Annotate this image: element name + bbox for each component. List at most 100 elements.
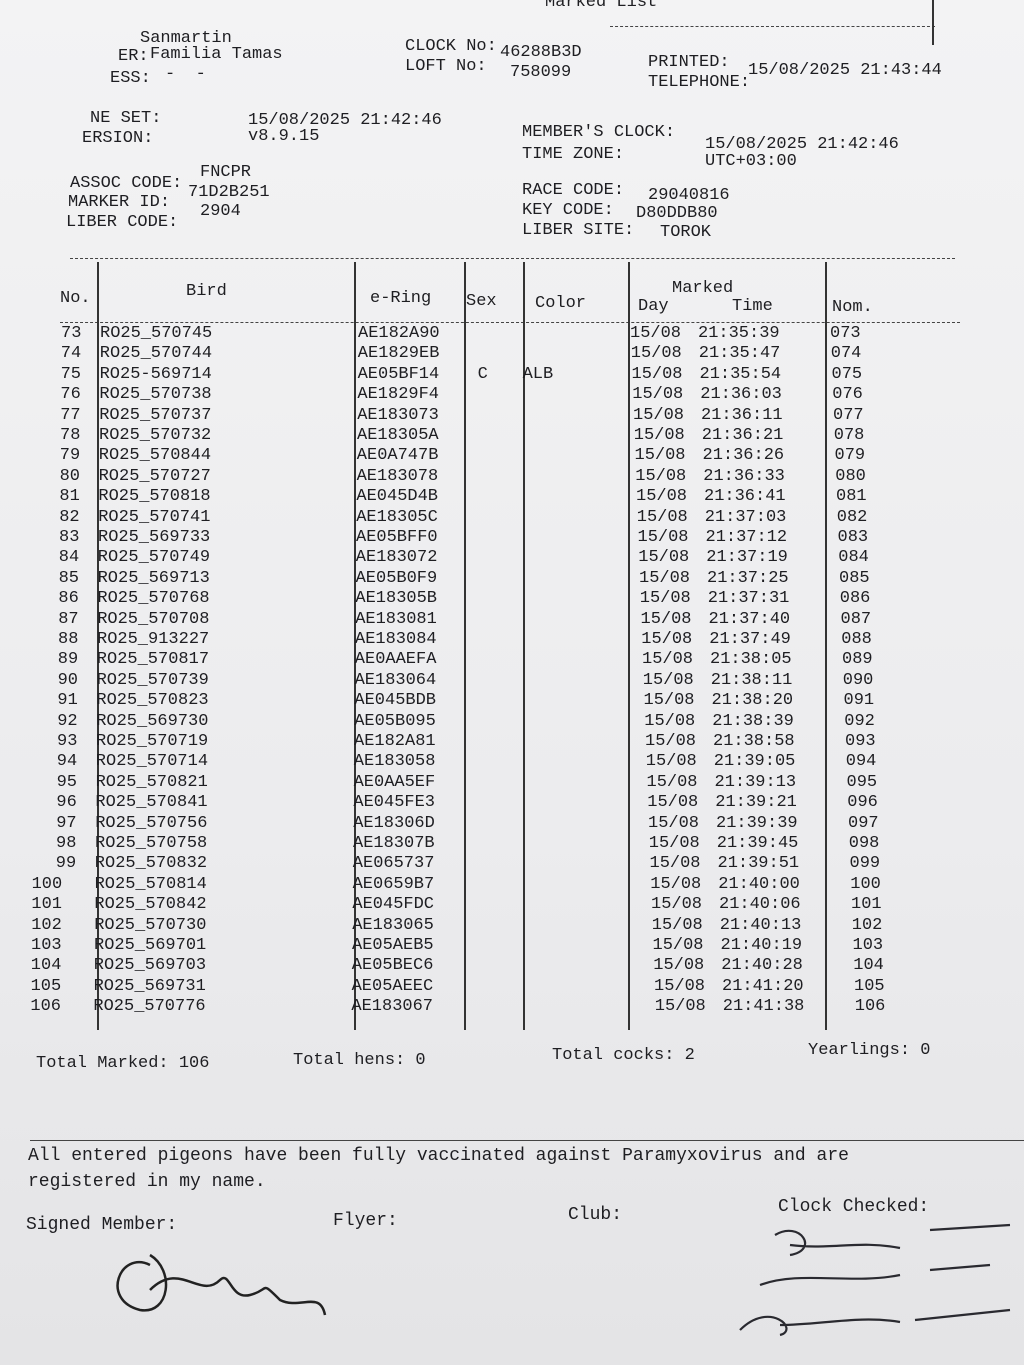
- table-cell: 21:37:19: [706, 548, 788, 568]
- table-cell: RO25_569713: [97, 568, 210, 588]
- field-label: PRINTED:: [648, 53, 730, 72]
- table-cell: 84: [58, 548, 80, 568]
- rule: [610, 26, 935, 27]
- table-cell: AE183065: [352, 915, 434, 935]
- table-cell: AE18305C: [356, 507, 438, 527]
- checker-signatures: [739, 1223, 1011, 1337]
- column-header: No.: [60, 289, 91, 308]
- rule: [932, 0, 934, 45]
- table-cell: 92: [57, 711, 78, 731]
- table-cell: RO25_570841: [95, 793, 208, 813]
- table-cell: 105: [854, 976, 885, 996]
- table-cell: 101: [851, 895, 882, 915]
- table-cell: ALB: [522, 364, 554, 384]
- table-cell: AE045BDB: [354, 691, 437, 711]
- table-cell: 097: [848, 813, 879, 833]
- rule: [70, 258, 955, 259]
- table-cell: RO25_570832: [94, 854, 208, 874]
- signature-label: Flyer:: [333, 1211, 398, 1231]
- table-cell: 21:39:05: [713, 752, 796, 772]
- table-cell: 15/08: [644, 711, 696, 731]
- table-cell: RO25_569731: [93, 976, 206, 996]
- table-cell: 082: [836, 507, 868, 527]
- table-cell: 21:40:28: [721, 956, 803, 976]
- column-rule: [97, 262, 99, 1030]
- table-cell: 15/08: [636, 507, 688, 527]
- table-cell: 21:37:12: [705, 528, 788, 547]
- field-value: 758099: [510, 63, 572, 82]
- table-cell: 15/08: [652, 936, 704, 955]
- table-cell: AE182A90: [358, 324, 440, 343]
- table-cell: AE18305B: [355, 589, 438, 609]
- table-cell: AE045D4B: [356, 487, 439, 507]
- table-cell: RO25-569714: [99, 364, 212, 384]
- signature-label: Club:: [568, 1205, 623, 1225]
- table-cell: 096: [847, 793, 878, 813]
- table-cell: 084: [838, 548, 869, 568]
- column-header: Sex: [466, 292, 497, 311]
- field-label: MEMBER'S CLOCK:: [522, 123, 676, 142]
- table-cell: 15/08: [635, 466, 687, 486]
- table-cell: RO25_570741: [98, 507, 211, 527]
- table-cell: AE183072: [355, 548, 438, 568]
- table-cell: 15/08: [654, 976, 706, 996]
- field-label: ESS:: [110, 69, 151, 88]
- total-value: 0: [920, 1041, 931, 1060]
- field-value: D80DDB80: [636, 204, 718, 223]
- table-cell: 75: [60, 364, 81, 384]
- table-cell: AE183081: [355, 609, 437, 629]
- table-cell: 106: [854, 997, 886, 1017]
- field-value: 15/08/2025 21:42:46: [705, 135, 899, 154]
- table-cell: 15/08: [647, 793, 699, 813]
- field-value: 71D2B251: [188, 183, 270, 202]
- table-cell: 78: [60, 426, 81, 445]
- table-cell: RO25_570818: [98, 487, 211, 507]
- table-cell: AE182A81: [354, 732, 436, 751]
- total-label: Yearlings:: [808, 1041, 911, 1060]
- table-cell: 21:37:25: [707, 568, 789, 588]
- table-cell: 21:35:39: [698, 324, 780, 343]
- field-value: 15/08/2025 21:43:44: [748, 61, 942, 80]
- table-cell: 15/08: [642, 670, 694, 690]
- table-cell: 15/08: [653, 956, 705, 976]
- field-value: 29040816: [648, 186, 730, 205]
- table-cell: 21:39:13: [714, 772, 797, 792]
- table-cell: RO25_570776: [93, 997, 206, 1017]
- field-value: v8.9.15: [248, 127, 320, 146]
- table-cell: 88: [58, 630, 79, 649]
- table-cell: 15/08: [631, 364, 683, 384]
- table-cell: 21:37:49: [709, 630, 791, 649]
- table-cell: RO25_570738: [99, 385, 212, 405]
- total-value: 106: [178, 1054, 210, 1073]
- table-cell: AE05BFF0: [356, 528, 438, 547]
- table-cell: 15/08: [639, 568, 691, 588]
- table-cell: RO25_569703: [93, 956, 207, 976]
- table-cell: AE0AAEFA: [354, 650, 437, 670]
- table-cell: AE183078: [356, 466, 439, 486]
- field-value: 2904: [200, 202, 241, 221]
- total-label: Total hens:: [293, 1051, 406, 1070]
- table-cell: 102: [31, 915, 62, 935]
- table-cell: 103: [852, 936, 884, 955]
- table-cell: 93: [57, 732, 78, 751]
- table-cell: 101: [31, 895, 62, 915]
- table-cell: 96: [56, 793, 77, 813]
- member-signature: [116, 1253, 327, 1316]
- table-cell: 80: [59, 466, 80, 486]
- table-cell: AE183084: [355, 630, 437, 649]
- table-cell: 15/08: [638, 548, 690, 568]
- table-cell: AE045FE3: [353, 793, 436, 813]
- table-cell: 15/08: [645, 752, 697, 772]
- table-cell: 15/08: [650, 874, 702, 894]
- column-rule: [523, 262, 525, 1030]
- table-cell: 90: [57, 670, 78, 690]
- table-cell: 15/08: [630, 324, 682, 343]
- column-header: Color: [535, 294, 587, 313]
- table-cell: 76: [60, 385, 81, 405]
- table-cell: 21:38:58: [713, 732, 795, 751]
- column-rule: [825, 262, 827, 1030]
- table-cell: RO25_569730: [96, 711, 209, 731]
- table-cell: 97: [56, 813, 77, 833]
- table-cell: 091: [843, 691, 875, 711]
- field-label: LOFT No:: [405, 57, 487, 76]
